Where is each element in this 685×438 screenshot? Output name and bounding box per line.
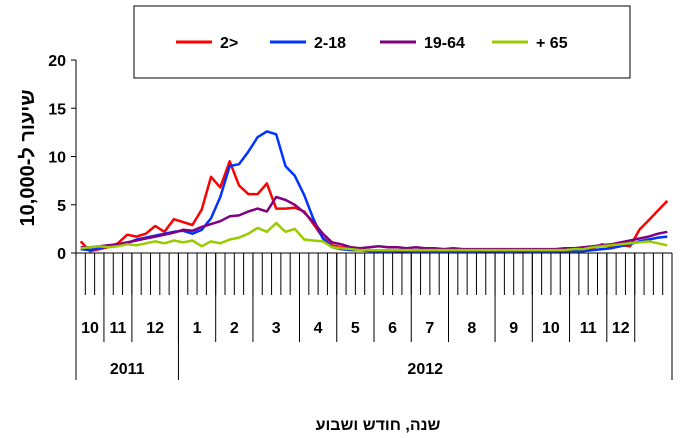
month-label: 5 bbox=[351, 320, 360, 337]
month-label: 10 bbox=[81, 320, 99, 337]
month-label: 9 bbox=[509, 320, 518, 337]
month-label: 12 bbox=[146, 320, 164, 337]
month-label: 10 bbox=[542, 320, 560, 337]
month-label: 12 bbox=[612, 320, 630, 337]
legend-label-1: 2> bbox=[220, 35, 238, 52]
month-label: 1 bbox=[193, 320, 202, 337]
y-axis-label: שיעור ל-10,000 bbox=[17, 90, 39, 227]
y-tick-label: 15 bbox=[48, 101, 66, 118]
month-label: 11 bbox=[109, 320, 126, 337]
legend-label-3: 19-64 bbox=[424, 35, 465, 52]
series-line-1 bbox=[79, 160, 669, 253]
legend-label-4: + 65 bbox=[536, 35, 568, 52]
year-label: 2011 bbox=[110, 361, 145, 378]
y-tick-label: 0 bbox=[57, 246, 66, 263]
plot-area bbox=[79, 130, 669, 253]
legend: 2> 2-18 19-64 + 65 bbox=[133, 5, 631, 79]
year-label: 2012 bbox=[407, 361, 443, 378]
month-label: 8 bbox=[467, 320, 476, 337]
month-label: 11 bbox=[580, 320, 597, 337]
legend-label-2: 2-18 bbox=[314, 35, 346, 52]
month-label: 6 bbox=[388, 320, 397, 337]
y-tick-label: 5 bbox=[57, 198, 66, 215]
month-label: 3 bbox=[272, 320, 281, 337]
series-line-4 bbox=[80, 221, 668, 252]
y-tick-label: 10 bbox=[48, 150, 66, 167]
month-label: 7 bbox=[425, 320, 434, 337]
x-axis-label: שנה, חודש ושבוע bbox=[316, 417, 441, 434]
month-label: 2 bbox=[230, 320, 239, 337]
y-tick-label: 20 bbox=[48, 53, 66, 70]
month-label: 4 bbox=[314, 320, 323, 337]
series-line-3 bbox=[80, 195, 668, 251]
